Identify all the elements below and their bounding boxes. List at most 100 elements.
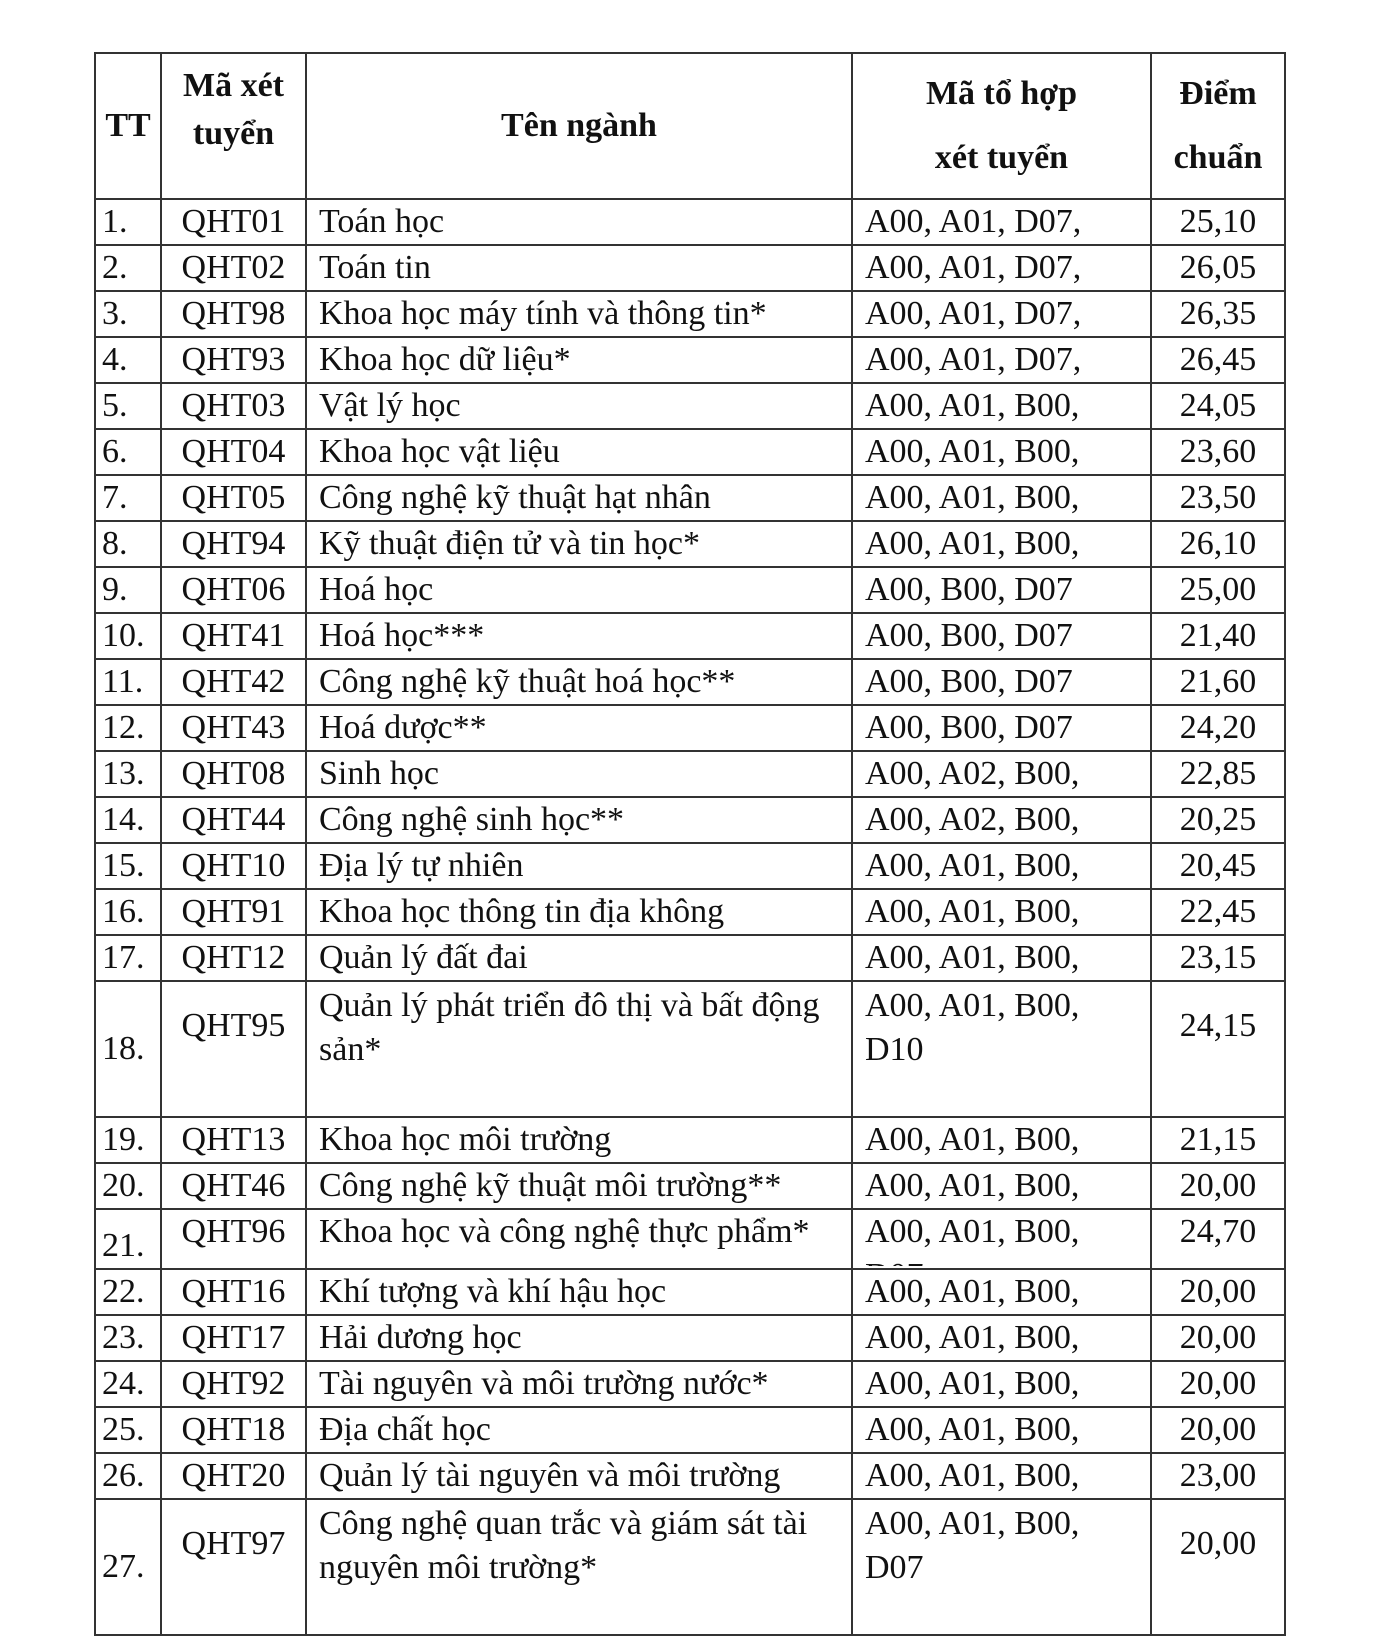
admission-code: QHT46 — [160, 1162, 307, 1210]
major-name: Địa chất học — [305, 1406, 853, 1454]
major-name: Hoá học*** — [305, 612, 853, 660]
major-name: Khoa học thông tin địa không — [305, 888, 853, 936]
table-row: 24. QHT92 Tài nguyên và môi trường nước* A0… — [94, 1360, 1286, 1408]
admission-code: QHT91 — [160, 888, 307, 936]
admission-code: QHT95 — [160, 980, 307, 1118]
major-name: Sinh học — [305, 750, 853, 798]
cutoff-score: 26,35 — [1150, 290, 1286, 338]
header-combo: Mã tổ hợp xét tuyển — [851, 52, 1152, 200]
major-name: Hoá học — [305, 566, 853, 614]
subject-combination: A00, A01, B00, — [851, 474, 1152, 522]
cutoff-score: 20,00 — [1150, 1498, 1286, 1636]
row-number: 19. — [94, 1116, 162, 1164]
subject-combination: A00, A01, B00, — [851, 428, 1152, 476]
subject-combination: A00, A01, B00, — [851, 1314, 1152, 1362]
subject-combination: A00, A01, B00, — [851, 888, 1152, 936]
major-name: Khoa học môi trường — [305, 1116, 853, 1164]
cutoff-score: 21,60 — [1150, 658, 1286, 706]
major-name: Công nghệ quan trắc và giám sát tài nguy… — [305, 1498, 853, 1636]
table-row: 23. QHT17 Hải dương học A00, A01, B00, 20,00 — [94, 1314, 1286, 1362]
subject-combination: A00, B00, D07 — [851, 704, 1152, 752]
row-number: 20. — [94, 1162, 162, 1210]
cutoff-score: 20,00 — [1150, 1162, 1286, 1210]
major-name: Khoa học và công nghệ thực phẩm* — [305, 1208, 853, 1270]
cutoff-score: 23,60 — [1150, 428, 1286, 476]
subject-combination: A00, A01, B00, — [851, 1116, 1152, 1164]
admission-code: QHT02 — [160, 244, 307, 292]
subject-combination-text: A00, A01, B00, D07 — [865, 1213, 1080, 1266]
row-number: 18. — [94, 980, 162, 1118]
row-number: 3. — [94, 290, 162, 338]
admission-code: QHT04 — [160, 428, 307, 476]
table-row: 15. QHT10 Địa lý tự nhiên A00, A01, B00, 20,… — [94, 842, 1286, 890]
major-name: Công nghệ kỹ thuật môi trường** — [305, 1162, 853, 1210]
cutoff-score: 23,50 — [1150, 474, 1286, 522]
table-row: 14. QHT44 Công nghệ sinh học** A00, A02, B0… — [94, 796, 1286, 844]
table-row: 5. QHT03 Vật lý học A00, A01, B00, 24,05 — [94, 382, 1286, 430]
subject-combination: A00, A01, B00, D10 — [851, 980, 1152, 1118]
admission-code: QHT41 — [160, 612, 307, 660]
admission-code: QHT20 — [160, 1452, 307, 1500]
admission-code: QHT17 — [160, 1314, 307, 1362]
subject-combination: A00, A01, B00, — [851, 934, 1152, 982]
row-number: 13. — [94, 750, 162, 798]
major-name: Quản lý tài nguyên và môi trường — [305, 1452, 853, 1500]
major-name: Khí tượng và khí hậu học — [305, 1268, 853, 1316]
subject-combination: A00, A01, B00, D07 — [851, 1208, 1152, 1270]
row-number: 15. — [94, 842, 162, 890]
table-row: 19. QHT13 Khoa học môi trường A00, A01, B00… — [94, 1116, 1286, 1164]
admission-code: QHT08 — [160, 750, 307, 798]
table-row: 12. QHT43 Hoá dược** A00, B00, D07 24,20 — [94, 704, 1286, 752]
admission-code: QHT05 — [160, 474, 307, 522]
row-number: 17. — [94, 934, 162, 982]
major-name: Hoá dược** — [305, 704, 853, 752]
table-row: 3. QHT98 Khoa học máy tính và thông tin* A0… — [94, 290, 1286, 338]
admission-code: QHT16 — [160, 1268, 307, 1316]
row-number: 14. — [94, 796, 162, 844]
subject-combination: A00, A01, B00, — [851, 1162, 1152, 1210]
cutoff-score: 23,00 — [1150, 1452, 1286, 1500]
table-row: 8. QHT94 Kỹ thuật điện tử và tin học* A00, … — [94, 520, 1286, 568]
subject-combination: A00, A01, D07, — [851, 244, 1152, 292]
major-name: Khoa học dữ liệu* — [305, 336, 853, 384]
admission-code: QHT44 — [160, 796, 307, 844]
table-row: 2. QHT02 Toán tin A00, A01, D07, 26,05 — [94, 244, 1286, 292]
subject-combination: A00, A01, B00, D07 — [851, 1498, 1152, 1636]
row-number: 7. — [94, 474, 162, 522]
major-name: Khoa học máy tính và thông tin* — [305, 290, 853, 338]
table-row: 11. QHT42 Công nghệ kỹ thuật hoá học** A00,… — [94, 658, 1286, 706]
subject-combination: A00, B00, D07 — [851, 658, 1152, 706]
table-row: 1. QHT01 Toán học A00, A01, D07, 25,10 — [94, 198, 1286, 246]
major-name: Công nghệ kỹ thuật hoá học** — [305, 658, 853, 706]
row-number: 16. — [94, 888, 162, 936]
row-number: 1. — [94, 198, 162, 246]
admission-code: QHT93 — [160, 336, 307, 384]
cutoff-score: 24,20 — [1150, 704, 1286, 752]
table-row: 17. QHT12 Quản lý đất đai A00, A01, B00, 23,… — [94, 934, 1286, 982]
subject-combination: A00, A01, D07, — [851, 336, 1152, 384]
header-name: Tên ngành — [305, 52, 853, 200]
major-name: Công nghệ kỹ thuật hạt nhân — [305, 474, 853, 522]
cutoff-score: 24,15 — [1150, 980, 1286, 1118]
subject-combination: A00, A01, D07, — [851, 198, 1152, 246]
major-name-text: Khoa học và công nghệ thực phẩm* — [319, 1213, 810, 1250]
subject-combination: A00, A01, D07, — [851, 290, 1152, 338]
table-row: 21. QHT96 Khoa học và công nghệ thực phẩm*… — [94, 1208, 1286, 1270]
cutoff-score: 25,00 — [1150, 566, 1286, 614]
cutoff-score: 21,40 — [1150, 612, 1286, 660]
row-number: 2. — [94, 244, 162, 292]
row-number: 22. — [94, 1268, 162, 1316]
admission-scores-table: TT Mã xét tuyển Tên ngành Mã tổ hợp xét … — [94, 52, 1286, 1636]
subject-combination: A00, B00, D07 — [851, 566, 1152, 614]
subject-combination: A00, B00, D07 — [851, 612, 1152, 660]
row-number: 21. — [94, 1208, 162, 1270]
subject-combination: A00, A01, B00, — [851, 1360, 1152, 1408]
major-name: Toán học — [305, 198, 853, 246]
subject-combination: A00, A01, B00, — [851, 382, 1152, 430]
table-row: 20. QHT46 Công nghệ kỹ thuật môi trường** A… — [94, 1162, 1286, 1210]
admission-code: QHT92 — [160, 1360, 307, 1408]
row-number: 12. — [94, 704, 162, 752]
major-name: Quản lý phát triển đô thị và bất động sả… — [305, 980, 853, 1118]
admission-code: QHT10 — [160, 842, 307, 890]
cutoff-score: 23,15 — [1150, 934, 1286, 982]
